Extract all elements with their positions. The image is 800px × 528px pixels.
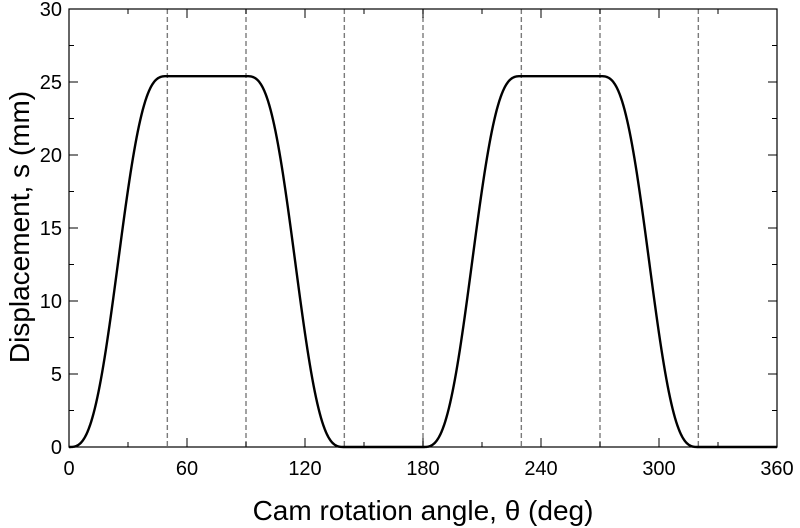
ticks [68, 8, 778, 448]
y-tick-label: 0 [51, 437, 62, 459]
y-axis-label: Displacement, s (mm) [4, 91, 35, 363]
x-tick-label: 120 [288, 458, 321, 480]
x-tick-label: 60 [176, 458, 198, 480]
y-tick-label: 5 [51, 364, 62, 386]
y-tick-label: 15 [40, 218, 62, 240]
x-tick-label: 360 [760, 458, 793, 480]
y-tick-label: 25 [40, 72, 62, 94]
x-tick-label: 300 [642, 458, 675, 480]
y-tick-label: 30 [40, 0, 62, 21]
x-tick-label: 180 [406, 458, 439, 480]
reference-lines [166, 9, 700, 447]
x-tick-label: 240 [524, 458, 557, 480]
x-tick-label: 0 [63, 458, 74, 480]
x-axis-label: Cam rotation angle, θ (deg) [253, 495, 594, 526]
plot-frame [68, 8, 778, 448]
y-tick-label: 10 [40, 291, 62, 313]
y-tick-label: 20 [40, 145, 62, 167]
tick-labels: 0 60 120 180 240 300 360 0 5 10 15 20 25 30 [40, 0, 794, 480]
